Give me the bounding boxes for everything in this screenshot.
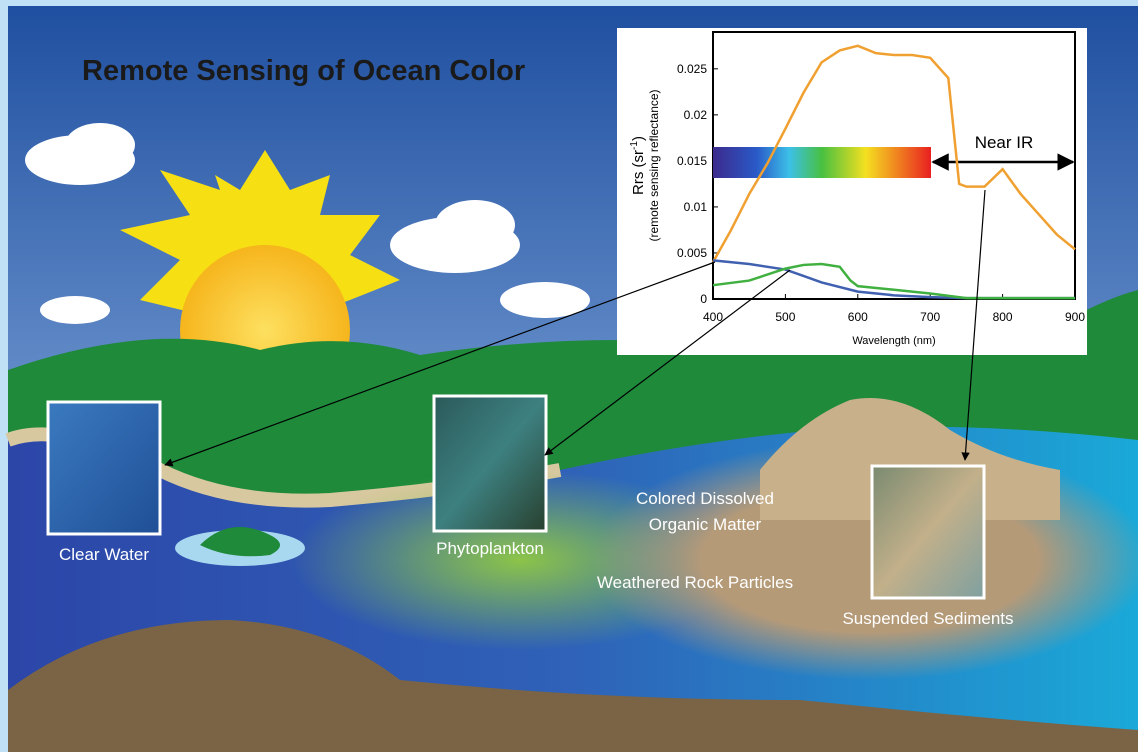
seafloor — [8, 620, 1138, 752]
y-tick-label: 0 — [700, 292, 707, 306]
label-clear-water: Clear Water — [59, 545, 149, 564]
pointers — [164, 189, 986, 467]
y-tick-label: 0.02 — [684, 108, 708, 122]
y-axis-label-part: Rrs (sr — [630, 150, 647, 195]
x-tick-label: 500 — [775, 310, 795, 324]
title: Remote Sensing of Ocean Color — [82, 55, 525, 87]
y-axis-label: Rrs (sr-1) — [629, 136, 647, 195]
clouds — [25, 123, 590, 324]
y-axis-sublabel: (remote sensing reflectance) — [647, 89, 661, 241]
label-sediments: Suspended Sediments — [842, 609, 1013, 628]
x-tick-label: 700 — [920, 310, 940, 324]
series-line — [711, 44, 1076, 263]
y-tick-label: 0.01 — [684, 200, 708, 214]
y-axis-label-part: -1 — [629, 141, 640, 150]
label-rock-particles: Weathered Rock Particles — [597, 573, 793, 592]
spectrum-bar — [713, 147, 931, 178]
y-tick-label: 0.005 — [677, 246, 707, 260]
y-tick-label: 0.015 — [677, 154, 707, 168]
near-ir-label: Near IR — [975, 133, 1034, 152]
island — [200, 527, 280, 557]
x-axis-label: Wavelength (nm) — [852, 335, 935, 347]
x-tick-label: 600 — [848, 310, 868, 324]
label-phytoplankton: Phytoplankton — [436, 539, 544, 558]
y-tick-label: 0.025 — [677, 62, 707, 76]
sediment-photo — [870, 464, 986, 600]
chart-panel — [617, 28, 1087, 355]
x-tick-label: 400 — [703, 310, 723, 324]
near-ir-bg — [958, 128, 1050, 154]
x-tick-label: 800 — [993, 310, 1013, 324]
phytoplankton-photo — [432, 394, 548, 533]
label-cdom: Organic Matter — [649, 515, 762, 534]
label-cdom: Colored Dissolved — [636, 489, 774, 508]
clear-water-photo — [46, 400, 162, 536]
chart: 0 0.005 0.01 0.015 0.02 0.025 400 500 600 700 800 9… — [629, 31, 1085, 347]
y-axis-label-part: ) — [630, 136, 647, 141]
x-tick-label: 900 — [1065, 310, 1085, 324]
series-line — [712, 262, 1075, 300]
